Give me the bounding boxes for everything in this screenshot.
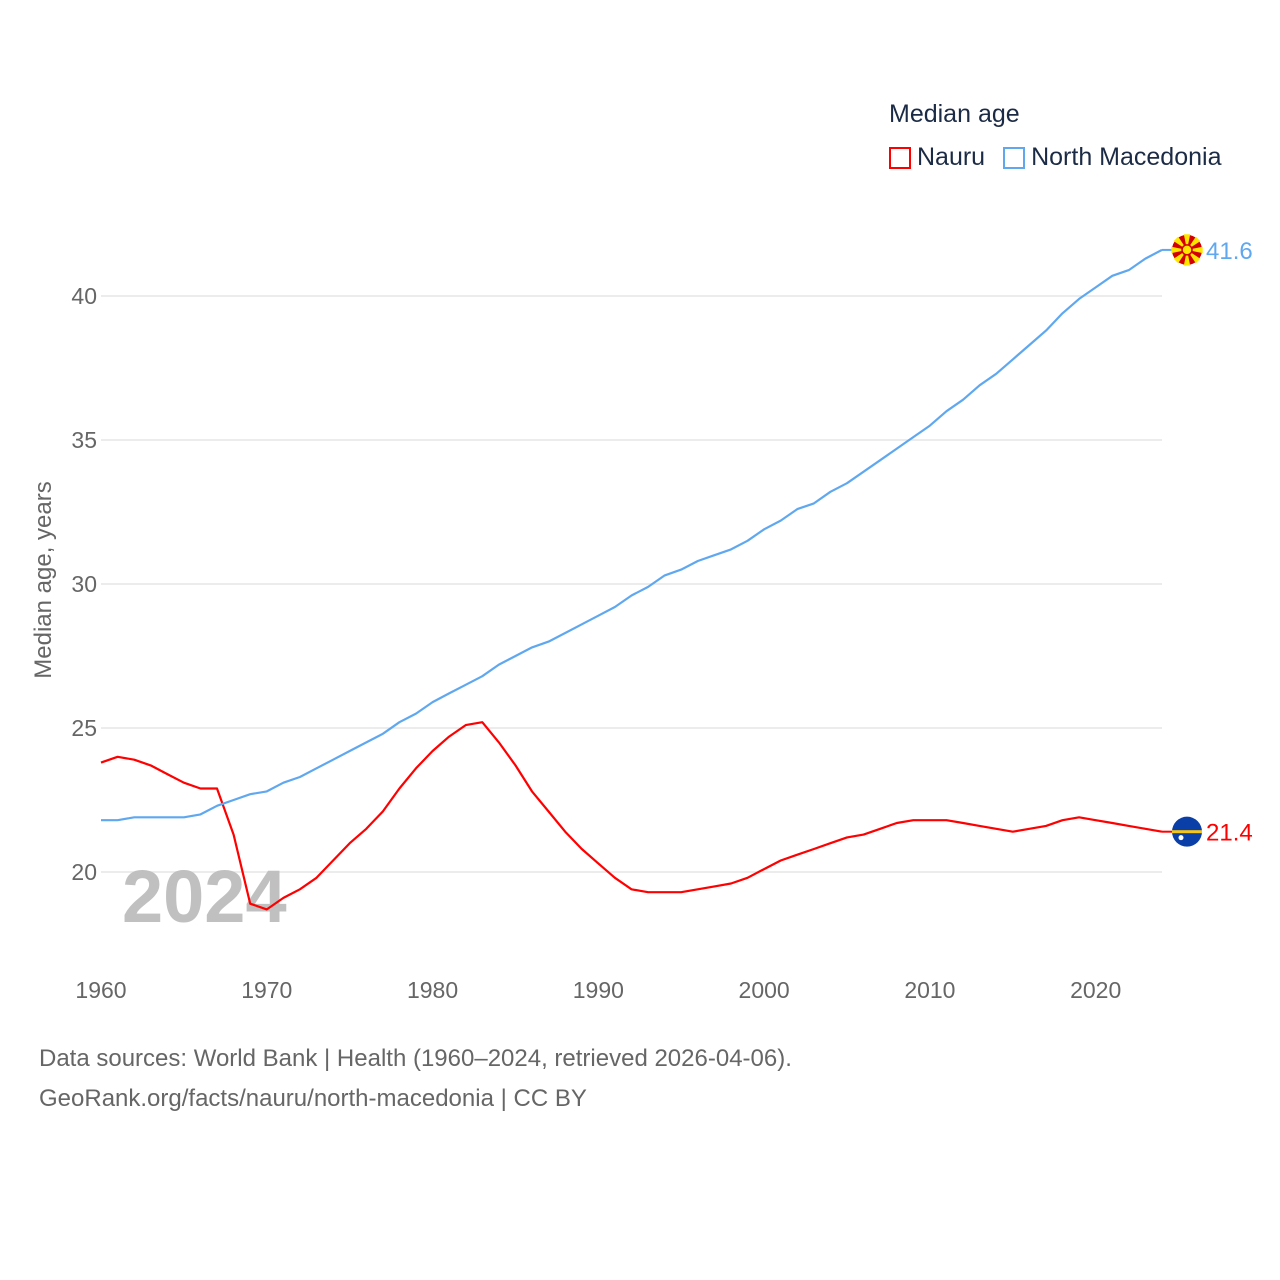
series-line-north-macedonia <box>101 248 1163 822</box>
flag-ray <box>1187 246 1203 254</box>
flag-ray <box>1183 234 1191 250</box>
flag-star <box>1178 835 1184 841</box>
x-tick-label: 1980 <box>407 977 458 1003</box>
footer-link[interactable]: GeoRank.org/facts/nauru/north-macedonia … <box>39 1085 587 1112</box>
y-tick-label: 25 <box>71 715 97 741</box>
footer-sources: Data sources: World Bank | Health (1960–… <box>39 1045 792 1072</box>
series-line-nauru <box>100 721 1163 911</box>
nauru-flag-icon <box>1172 816 1202 847</box>
flag-ray <box>1171 246 1187 254</box>
legend-title: Median age <box>889 100 1020 128</box>
north-macedonia-flag-icon <box>1171 234 1203 266</box>
flag-sun <box>1181 244 1193 256</box>
legend-swatch-north-macedonia[interactable] <box>1003 146 1026 169</box>
legend-label-nauru[interactable]: Nauru <box>917 143 986 171</box>
y-tick-label: 30 <box>71 571 97 597</box>
flag-ray <box>1183 249 1191 266</box>
x-tick-label: 2000 <box>739 977 790 1003</box>
end-value-label: 41.6 <box>1206 238 1253 265</box>
x-tick-label: 2010 <box>904 977 955 1003</box>
y-tick-label: 35 <box>71 427 97 453</box>
flag-stripe <box>1172 830 1202 834</box>
legend-label-north-macedonia[interactable]: North Macedonia <box>1031 143 1222 171</box>
legend: Nauru North Macedonia <box>889 143 1221 172</box>
year-watermark: 2024 <box>122 855 287 938</box>
legend-swatch-nauru[interactable] <box>889 146 911 169</box>
x-tick-label: 1990 <box>573 977 624 1003</box>
y-tick-label: 40 <box>71 283 97 309</box>
x-tick-label: 1960 <box>75 977 126 1003</box>
x-tick-label: 1970 <box>241 977 292 1003</box>
y-tick-label: 20 <box>71 859 97 885</box>
end-value-label: 21.4 <box>1206 820 1253 847</box>
x-tick-label: 2020 <box>1070 977 1121 1003</box>
y-axis-label: Median age, years <box>30 481 57 678</box>
